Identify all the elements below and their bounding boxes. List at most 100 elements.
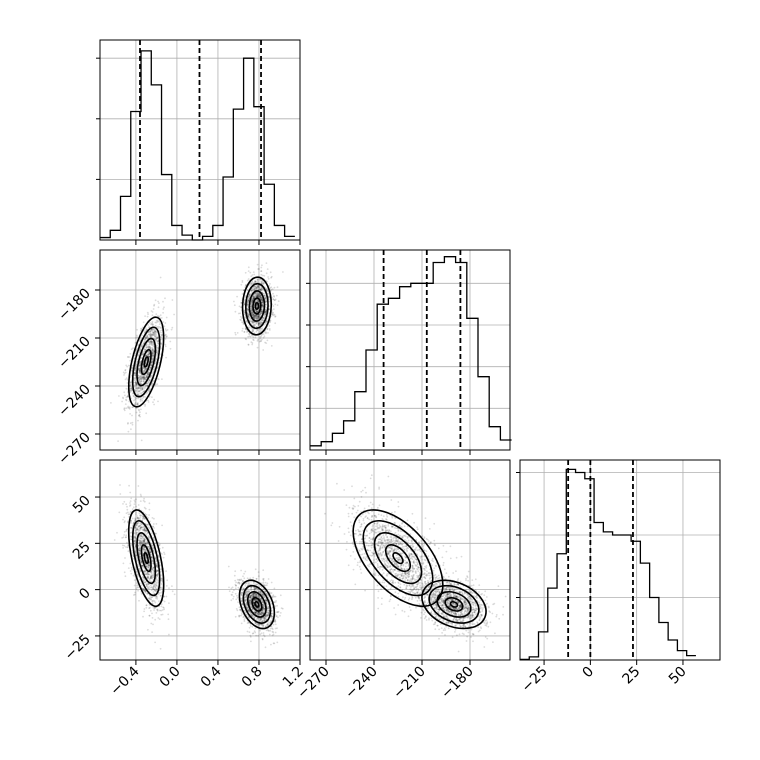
sample-point	[243, 572, 246, 575]
sample-point	[144, 591, 147, 594]
sample-point	[152, 588, 155, 591]
sample-point	[263, 316, 265, 319]
sample-point	[260, 322, 263, 325]
sample-point	[252, 576, 255, 579]
sample-point	[258, 322, 260, 325]
sample-point	[261, 327, 264, 330]
sample-point	[253, 317, 256, 320]
sample-point	[129, 522, 132, 524]
y-tick-label: −180	[55, 286, 94, 325]
sample-point	[136, 336, 139, 338]
sample-point	[143, 371, 146, 373]
sample-point	[164, 297, 166, 300]
sample-point	[255, 634, 257, 637]
sample-point	[137, 531, 140, 534]
sample-point	[135, 511, 138, 514]
sample-point	[258, 612, 261, 614]
axes-frame	[99, 39, 301, 241]
sample-point	[137, 589, 140, 592]
sample-point	[139, 411, 141, 414]
sample-point	[240, 599, 243, 602]
sample-point	[139, 339, 142, 341]
sample-point	[126, 395, 129, 398]
sample-point	[262, 319, 265, 322]
sample-point	[251, 312, 253, 315]
sample-point	[145, 346, 148, 349]
sample-point	[250, 282, 253, 284]
sample-point	[261, 310, 263, 312]
sample-point	[134, 381, 137, 384]
sample-point	[154, 589, 156, 591]
sample-point	[129, 562, 132, 565]
sample-point	[262, 319, 264, 322]
sample-point	[141, 575, 144, 578]
sample-point	[249, 599, 252, 601]
sample-point	[155, 358, 158, 360]
sample-point	[150, 340, 152, 343]
sample-point	[139, 546, 141, 549]
sample-point	[264, 311, 267, 314]
sample-point	[138, 367, 141, 370]
sample-point	[146, 565, 149, 568]
sample-point	[136, 394, 139, 396]
sample-point	[137, 548, 140, 550]
sample-point	[130, 381, 132, 384]
sample-point	[140, 561, 143, 563]
sample-point	[143, 339, 146, 341]
sample-point	[151, 556, 154, 559]
sample-point	[162, 300, 164, 303]
sample-point	[161, 579, 164, 582]
sample-point	[156, 574, 159, 577]
sample-point	[259, 613, 262, 616]
sample-point	[167, 613, 170, 616]
sample-point	[131, 387, 133, 390]
sample-point	[149, 343, 152, 346]
sample-point	[130, 390, 133, 392]
sample-point	[156, 569, 158, 572]
sample-point	[140, 375, 142, 378]
sample-point	[139, 551, 141, 553]
sample-point	[135, 411, 138, 414]
sample-point	[248, 293, 251, 296]
sample-point	[143, 367, 146, 370]
sample-point	[136, 559, 139, 562]
sample-point	[152, 323, 155, 326]
sample-point	[235, 598, 238, 601]
sample-point	[242, 323, 245, 325]
sample-point	[250, 290, 253, 293]
sample-point	[153, 366, 156, 368]
sample-point	[264, 599, 267, 602]
sample-point	[259, 288, 261, 291]
sample-point	[150, 598, 152, 601]
sample-point	[147, 340, 150, 343]
sample-point	[136, 528, 138, 531]
sample-point	[258, 324, 261, 326]
sample-point	[154, 641, 157, 644]
sample-point	[263, 317, 265, 320]
sample-point	[136, 389, 139, 392]
sample-point	[139, 570, 142, 573]
sample-point	[246, 301, 249, 304]
sample-point	[131, 414, 133, 417]
sample-point	[142, 515, 145, 518]
sample-point	[158, 544, 161, 547]
sample-point	[245, 320, 248, 323]
sample-point	[126, 508, 129, 511]
sample-point	[156, 337, 159, 339]
sample-point	[132, 522, 135, 524]
sample-point	[135, 385, 138, 387]
sample-point	[244, 315, 247, 318]
sample-point	[149, 574, 152, 577]
sample-point	[266, 339, 269, 342]
sample-point	[246, 584, 249, 586]
sample-point	[239, 315, 242, 318]
sample-point	[147, 577, 150, 580]
sample-point	[155, 588, 158, 591]
sample-point	[140, 380, 143, 383]
sample-point	[244, 596, 246, 599]
sample-point	[140, 408, 142, 411]
sample-point	[261, 299, 264, 302]
sample-point	[259, 585, 262, 588]
sample-point	[145, 543, 147, 546]
sample-point	[141, 367, 144, 370]
